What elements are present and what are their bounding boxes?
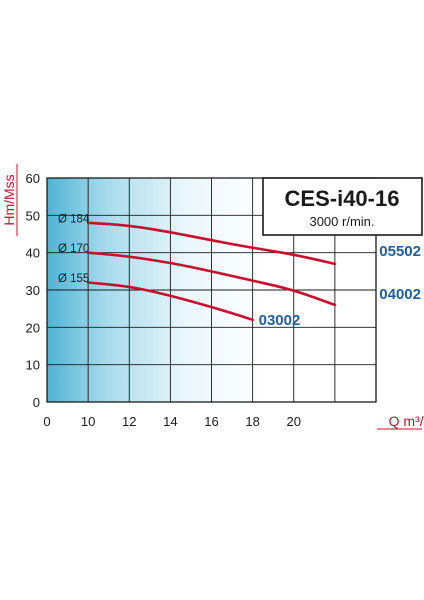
diameter-label: Ø 170 — [58, 243, 89, 255]
y-tick-label: 50 — [26, 208, 40, 223]
y-axis-label: Hm/Mss — [1, 174, 17, 225]
x-tick-label: 18 — [245, 414, 259, 429]
chart-subtitle: 3000 r/min. — [309, 214, 374, 229]
performance-curves: Ø 184 05502 Ø 170 04002 Ø 155 03002 — [58, 213, 421, 329]
x-tick-label: 14 — [163, 414, 177, 429]
y-axis-ticks: 0 10 20 30 40 50 60 — [26, 171, 40, 410]
y-tick-label: 60 — [26, 171, 40, 186]
plot-frame — [46, 177, 377, 403]
x-axis-ticks: 0 10 12 14 16 18 20 — [43, 414, 301, 429]
curve-03002 — [86, 281, 254, 322]
chart-title: CES-i40-16 — [285, 186, 400, 211]
y-tick-label: 0 — [33, 395, 40, 410]
model-label-03002: 03002 — [259, 312, 301, 329]
x-tick-label: 10 — [81, 414, 95, 429]
x-tick-label: 20 — [287, 414, 301, 429]
x-axis-label: Q m³/h — [389, 413, 424, 429]
diameter-label: Ø 184 — [58, 213, 90, 225]
model-label-04002: 04002 — [379, 286, 421, 303]
title-box — [262, 177, 423, 236]
curve-05502 — [86, 221, 337, 266]
y-tick-label: 40 — [26, 246, 40, 261]
grid-lines — [47, 178, 376, 402]
x-tick-label: 0 — [43, 414, 50, 429]
y-tick-label: 20 — [26, 320, 40, 335]
y-tick-label: 10 — [26, 358, 40, 373]
diameter-label: Ø 155 — [58, 273, 89, 285]
model-label-05502: 05502 — [379, 243, 421, 260]
curve-04002 — [86, 251, 337, 307]
y-tick-label: 30 — [26, 283, 40, 298]
x-tick-label: 16 — [204, 414, 218, 429]
x-tick-label: 12 — [122, 414, 136, 429]
